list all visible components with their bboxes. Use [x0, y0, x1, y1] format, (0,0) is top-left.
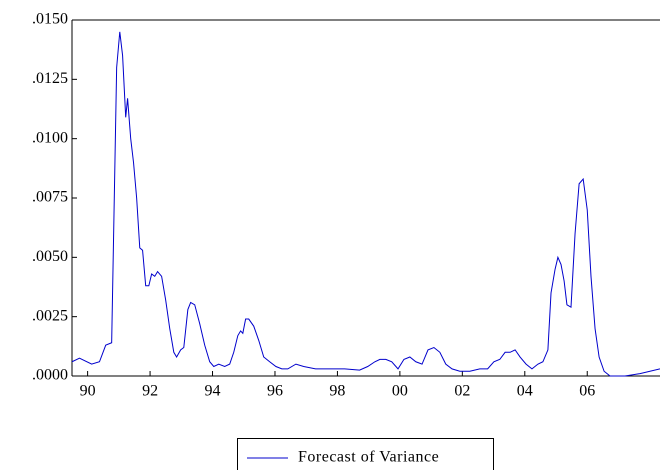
y-tick-label: .0075	[32, 189, 68, 206]
x-tick-label: 00	[392, 383, 408, 400]
x-tick-label: 02	[454, 383, 470, 400]
x-tick-label: 92	[142, 383, 158, 400]
y-tick-label: .0000	[32, 367, 68, 384]
x-tick-label: 90	[80, 383, 96, 400]
legend-box	[237, 438, 494, 470]
y-tick-label: .0100	[32, 129, 68, 146]
series-line	[71, 31, 660, 377]
y-tick-label: .0050	[32, 248, 68, 265]
legend-label: Forecast of Variance	[298, 449, 439, 466]
x-tick-label: 98	[329, 383, 345, 400]
x-tick-label: 06	[579, 383, 595, 400]
y-tick-label: .0125	[32, 70, 68, 87]
x-tick-label: 94	[205, 383, 221, 400]
y-tick-label: .0150	[32, 11, 68, 28]
y-tick-label: .0025	[32, 307, 68, 324]
x-tick-label: 96	[267, 383, 283, 400]
x-tick-label: 04	[517, 383, 533, 400]
